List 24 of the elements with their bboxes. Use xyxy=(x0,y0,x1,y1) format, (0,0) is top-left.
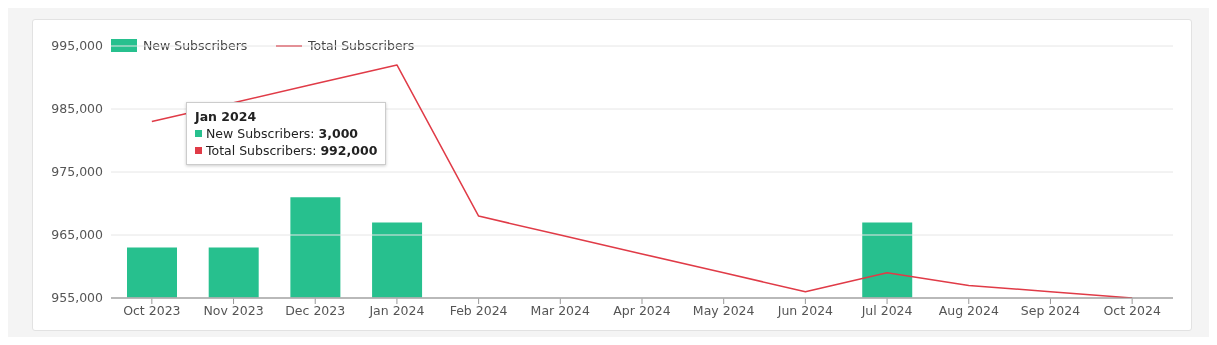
y-tick-label: 995,000 xyxy=(51,38,104,54)
hover-box: Jan 2024 New Subscribers: 3,000 Total Subscribers: 992,000 xyxy=(186,102,387,165)
y-tick-label: 975,000 xyxy=(51,164,104,180)
x-tick-label: Apr 2024 xyxy=(613,302,671,318)
y-tick-label: 965,000 xyxy=(51,227,104,243)
annotation: Total Subscribers: 992,000 xyxy=(206,142,378,159)
x-tick-label: Aug 2024 xyxy=(938,302,999,318)
x-tick-label: Sep 2024 xyxy=(1020,302,1081,318)
x-tick-label: Mar 2024 xyxy=(530,302,591,318)
y-tick-label: 955,000 xyxy=(51,290,104,306)
x-tick-label: Feb 2024 xyxy=(449,302,508,318)
x-tick-label: Nov 2023 xyxy=(203,302,264,318)
x-tick-label: Dec 2023 xyxy=(285,302,346,318)
annotation: New Subscribers: 3,000 xyxy=(206,125,359,142)
x-tick-label: Jun 2024 xyxy=(776,302,834,318)
y-tick-label: 985,000 xyxy=(51,101,104,117)
x-tick-label: Jul 2024 xyxy=(860,302,913,318)
x-tick-label: May 2024 xyxy=(692,302,755,318)
annotation: Jan 2024 xyxy=(195,108,258,125)
x-tick-label: Oct 2024 xyxy=(1103,302,1161,318)
legend-label: Total Subscribers xyxy=(308,38,415,53)
legend-label: New Subscribers xyxy=(143,38,248,53)
x-tick-label: Jan 2024 xyxy=(368,302,425,318)
x-tick-label: Oct 2023 xyxy=(123,302,181,318)
